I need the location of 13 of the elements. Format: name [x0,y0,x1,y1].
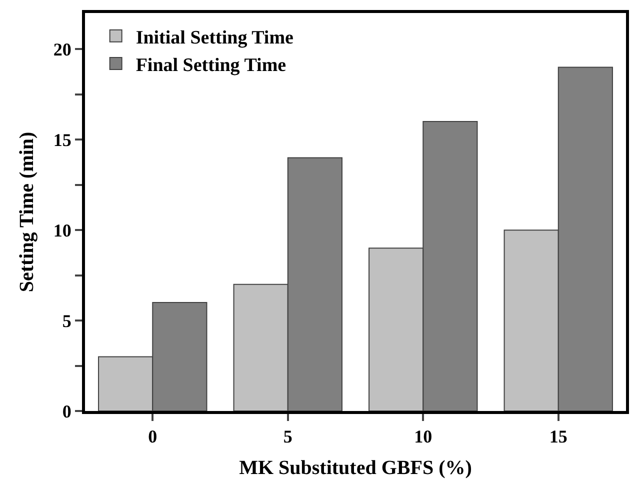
y-tick-label: 10 [53,220,72,240]
y-tick-label: 5 [62,310,72,331]
x-tick-label: 10 [414,426,432,447]
legend-label: Final Setting Time [136,54,286,76]
y-tick-label: 15 [53,130,72,150]
y-tick-label: 0 [62,401,72,422]
y-axis-title: Setting Time (min) [16,132,38,292]
y-tick-label: 20 [53,39,72,60]
x-tick-label: 5 [283,426,292,447]
x-tick-label: 0 [148,426,158,447]
x-axis-title: MK Substituted GBFS (%) [239,457,472,480]
legend-label: Initial Setting Time [136,27,294,48]
x-tick-label: 15 [549,426,568,447]
